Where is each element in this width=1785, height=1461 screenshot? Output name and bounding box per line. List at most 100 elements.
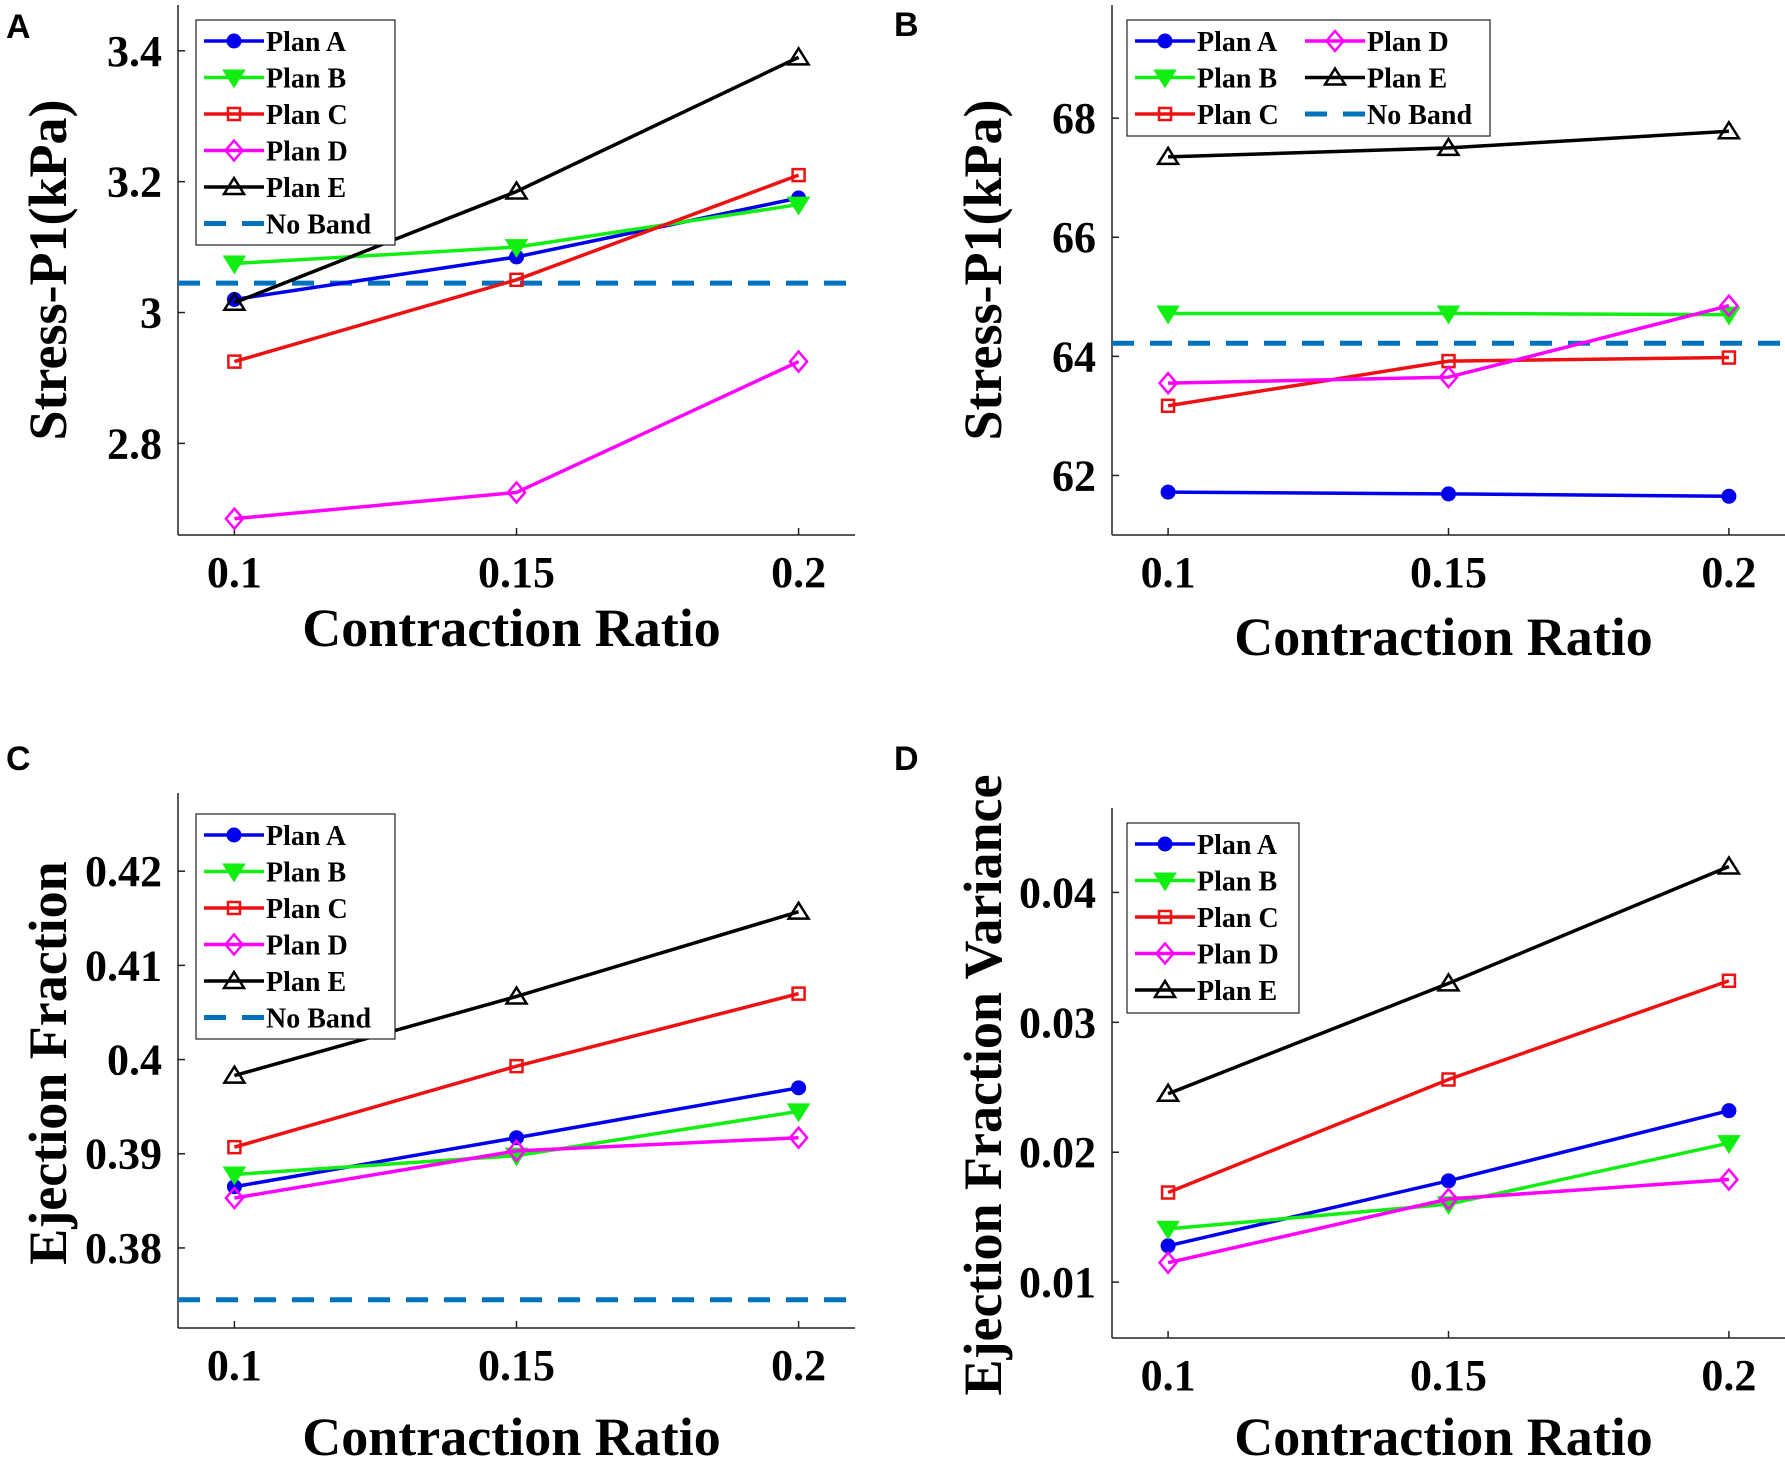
series-plan-d xyxy=(1157,1167,1740,1275)
legend-marker xyxy=(1157,836,1173,852)
data-point xyxy=(1436,136,1461,157)
data-point xyxy=(222,1166,247,1186)
panel-a: A 2.8 3 3.2 3.4 0.1 0.15 0.2 Contraction Ratio St… xyxy=(6,5,855,658)
legend-label: No Band xyxy=(266,1004,371,1035)
data-point xyxy=(224,506,245,531)
x-tick-label: 0.15 xyxy=(1410,548,1487,597)
data-point xyxy=(1160,1185,1176,1200)
legend-label: Plan C xyxy=(1197,100,1279,131)
y-tick-label: 0.02 xyxy=(1019,1128,1096,1177)
legend-marker xyxy=(1157,106,1173,122)
data-point xyxy=(222,255,247,275)
data-point xyxy=(506,480,527,505)
legend-marker xyxy=(1154,941,1176,966)
y-tick-label: 64 xyxy=(1052,332,1096,381)
y-tick-label: 0.39 xyxy=(85,1130,162,1179)
data-point xyxy=(1436,972,1461,992)
data-point xyxy=(504,239,529,258)
data-point xyxy=(1716,119,1742,140)
legend-entry: Plan C xyxy=(204,894,348,925)
x-tick-label: 0.2 xyxy=(771,1341,826,1390)
legend-label: Plan A xyxy=(1197,27,1278,58)
legend-entry: No Band xyxy=(204,1004,371,1035)
panel-c: C 0.38 0.39 0.4 0.41 0.42 0.1 0.15 0.2 Contractio… xyxy=(6,740,855,1461)
legend-label: Plan B xyxy=(1197,867,1277,898)
legend-label: Plan D xyxy=(1367,27,1449,58)
data-point xyxy=(504,985,529,1005)
legend-label: Plan D xyxy=(266,931,348,962)
data-point xyxy=(786,1103,811,1123)
x-axis-label: Contraction Ratio xyxy=(302,1407,720,1461)
series-plan-d xyxy=(224,349,809,531)
data-point xyxy=(1156,305,1180,325)
legend-entry: Plan E xyxy=(1305,64,1447,95)
y-tick-label: 2.8 xyxy=(107,419,162,468)
legend-entry: Plan A xyxy=(1135,830,1278,861)
data-point xyxy=(224,1186,245,1210)
legend-label: Plan D xyxy=(266,137,348,168)
legend-entry: Plan E xyxy=(204,173,346,204)
y-axis-label: Stress-P1(kPa) xyxy=(953,100,1013,441)
legend-marker xyxy=(1322,66,1348,86)
data-point xyxy=(506,1138,527,1163)
legend-entry: Plan D xyxy=(204,931,348,962)
series-plan-e xyxy=(1155,855,1742,1103)
legend-marker xyxy=(223,932,245,957)
series-plan-a xyxy=(226,1080,807,1195)
data-point xyxy=(1157,371,1179,396)
data-point xyxy=(1438,365,1459,390)
data-point xyxy=(1441,1072,1456,1087)
data-point xyxy=(1721,488,1737,504)
y-tick-label: 3 xyxy=(140,289,162,338)
y-tick-label: 0.42 xyxy=(85,847,162,896)
series-plan-c xyxy=(227,986,806,1155)
legend-label: Plan D xyxy=(1197,940,1279,971)
series-line xyxy=(234,360,800,521)
y-tick-label: 62 xyxy=(1052,451,1096,500)
data-point xyxy=(786,196,811,216)
series-plan-c xyxy=(227,167,806,369)
data-point xyxy=(1155,1082,1181,1103)
legend-label: Plan E xyxy=(1197,976,1277,1007)
x-axis-label: Contraction Ratio xyxy=(1234,607,1652,667)
data-point xyxy=(1160,398,1176,414)
legend-marker xyxy=(1153,69,1177,89)
panel-letter: A xyxy=(6,8,31,46)
x-tick-label: 0.15 xyxy=(478,548,555,597)
legend-label: Plan A xyxy=(1197,830,1278,861)
data-point xyxy=(509,1058,524,1074)
data-point xyxy=(1441,486,1456,502)
legend-entry: No Band xyxy=(204,210,371,241)
legend-label: Plan B xyxy=(1197,64,1277,95)
legend-entry: Plan D xyxy=(1305,27,1449,58)
x-axis-label: Contraction Ratio xyxy=(1234,1407,1652,1461)
series-plan-d xyxy=(224,1125,809,1210)
series-plan-e xyxy=(222,45,811,311)
legend-label: Plan B xyxy=(266,64,346,95)
legend-entry: Plan E xyxy=(204,967,346,998)
data-point xyxy=(1721,1103,1737,1119)
data-point xyxy=(1717,1135,1741,1155)
series-plan-c xyxy=(1160,973,1737,1200)
series-plan-a xyxy=(1160,484,1737,504)
series-line xyxy=(1167,355,1729,408)
legend-label: Plan A xyxy=(266,27,347,58)
series-line xyxy=(233,991,800,1149)
panel-letter: B xyxy=(894,6,919,44)
legend-entry: Plan D xyxy=(1135,940,1279,971)
data-point xyxy=(1436,305,1461,325)
legend-label: Plan E xyxy=(266,173,346,204)
data-point xyxy=(1157,1250,1179,1275)
legend-marker xyxy=(226,33,242,49)
x-tick-label: 0.15 xyxy=(1410,1351,1487,1400)
data-point xyxy=(1160,484,1176,500)
legend-entry: Plan A xyxy=(1135,27,1278,58)
data-point xyxy=(1718,1167,1740,1192)
series-plan-e xyxy=(222,900,811,1084)
legend-marker xyxy=(226,827,242,843)
data-point xyxy=(1438,1187,1459,1211)
legend-marker xyxy=(226,106,242,122)
series-line xyxy=(233,910,800,1078)
legend-marker xyxy=(222,69,246,89)
series-plan-e xyxy=(1155,119,1742,166)
